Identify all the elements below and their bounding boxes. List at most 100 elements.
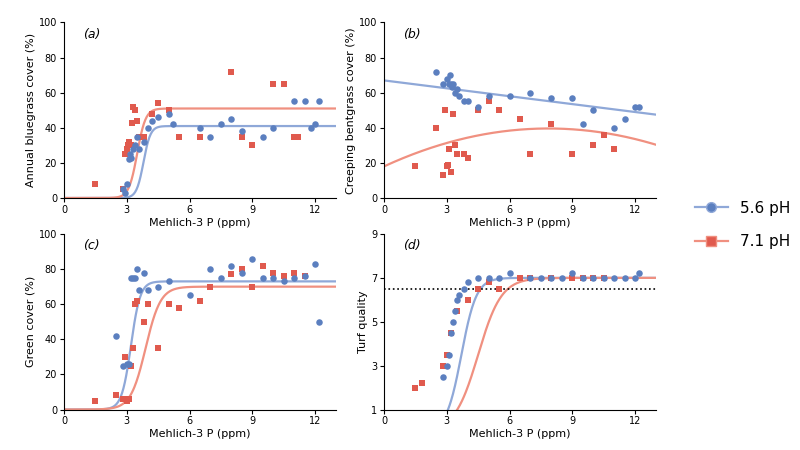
Point: [453, 93, 466, 100]
Point: [440, 351, 453, 358]
Point: [524, 89, 537, 96]
Point: [446, 80, 459, 87]
Point: [457, 285, 470, 292]
Point: [123, 150, 136, 158]
Point: [162, 278, 175, 285]
Point: [524, 274, 537, 282]
Point: [125, 362, 138, 369]
Point: [125, 154, 138, 161]
Point: [482, 93, 495, 100]
Point: [125, 274, 138, 282]
Point: [440, 362, 453, 369]
Point: [194, 133, 206, 140]
Point: [409, 163, 422, 170]
Point: [443, 72, 456, 79]
Point: [129, 107, 142, 114]
Point: [278, 273, 290, 280]
Point: [472, 274, 485, 282]
Point: [482, 98, 495, 105]
Point: [462, 279, 474, 286]
Point: [436, 373, 449, 380]
Point: [451, 296, 464, 303]
Point: [267, 124, 280, 131]
Point: [608, 145, 621, 153]
Y-axis label: Annual bluegrass cover (%): Annual bluegrass cover (%): [26, 33, 36, 187]
Point: [482, 279, 495, 286]
Point: [235, 269, 248, 276]
Point: [152, 345, 165, 352]
Point: [122, 360, 135, 368]
Point: [524, 274, 537, 282]
Point: [225, 68, 238, 75]
Point: [225, 115, 238, 122]
Point: [194, 124, 206, 131]
Point: [298, 273, 311, 280]
Y-axis label: Creeping bentgrass cover (%): Creeping bentgrass cover (%): [346, 27, 356, 194]
Point: [137, 318, 150, 325]
Point: [152, 283, 165, 290]
Point: [629, 103, 642, 110]
Point: [566, 274, 578, 282]
Point: [110, 392, 122, 399]
Point: [267, 80, 280, 87]
Point: [173, 133, 186, 140]
Point: [267, 269, 280, 276]
Point: [256, 262, 269, 269]
Point: [278, 278, 290, 285]
Y-axis label: Green cover (%): Green cover (%): [26, 276, 36, 367]
Point: [122, 396, 135, 403]
Point: [126, 119, 138, 126]
Text: (d): (d): [403, 239, 421, 252]
Point: [472, 107, 485, 114]
Point: [436, 171, 449, 179]
Point: [451, 307, 464, 315]
Point: [256, 274, 269, 282]
Point: [298, 273, 311, 280]
Point: [126, 103, 139, 110]
Point: [194, 297, 206, 304]
Point: [288, 269, 301, 276]
Point: [445, 329, 458, 336]
Point: [137, 133, 150, 140]
Text: (c): (c): [83, 239, 100, 252]
Point: [118, 353, 131, 360]
Point: [445, 329, 458, 336]
Point: [133, 145, 146, 153]
Point: [313, 318, 326, 325]
Point: [118, 189, 131, 196]
Point: [131, 133, 144, 140]
Point: [125, 142, 138, 149]
X-axis label: Mehlich-3 P (ppm): Mehlich-3 P (ppm): [150, 429, 250, 439]
Point: [126, 274, 139, 282]
Point: [120, 397, 133, 404]
Point: [446, 318, 459, 325]
Point: [120, 180, 133, 188]
Point: [514, 115, 526, 122]
Point: [120, 360, 133, 368]
Point: [534, 274, 547, 282]
Point: [204, 133, 217, 140]
Point: [445, 168, 458, 175]
Point: [442, 161, 454, 168]
Point: [440, 163, 453, 170]
Point: [225, 271, 238, 278]
Point: [152, 99, 165, 107]
Point: [131, 117, 144, 124]
Point: [89, 180, 102, 188]
Point: [415, 380, 428, 387]
Point: [118, 150, 131, 158]
Point: [442, 145, 455, 153]
Point: [129, 142, 142, 149]
Point: [462, 154, 474, 161]
Point: [292, 133, 305, 140]
Point: [449, 307, 462, 315]
Point: [457, 98, 470, 105]
Point: [409, 384, 422, 391]
Point: [309, 260, 322, 267]
Point: [116, 396, 129, 403]
Point: [566, 94, 578, 102]
Point: [116, 362, 129, 369]
Point: [608, 274, 621, 282]
Point: [122, 156, 135, 163]
Point: [173, 304, 186, 311]
